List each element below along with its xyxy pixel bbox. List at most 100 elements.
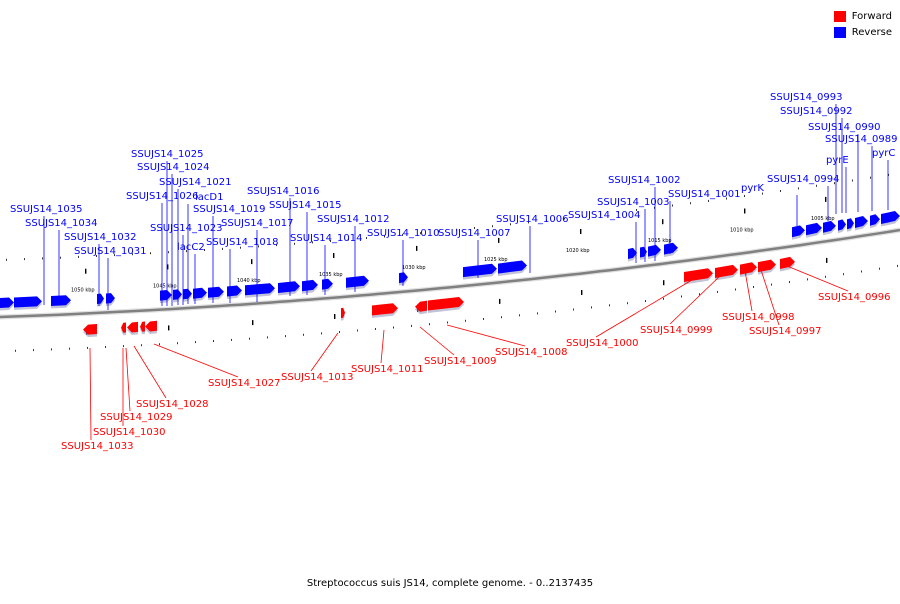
forward-gene-arrow bbox=[140, 321, 145, 332]
minor-tick-top bbox=[780, 190, 781, 192]
scale-label: 1030 kbp bbox=[402, 265, 426, 271]
reverse-gene-arrow bbox=[838, 219, 846, 231]
minor-tick-bottom bbox=[447, 321, 448, 324]
forward-gene-label: SSUJS14_0997 bbox=[749, 326, 822, 337]
scale-label: 1025 kbp bbox=[484, 257, 508, 263]
minor-tick-top bbox=[60, 256, 61, 259]
forward-gene-label: SSUJS14_0996 bbox=[818, 292, 891, 303]
minor-tick-top bbox=[96, 255, 97, 257]
minor-tick-bottom bbox=[645, 300, 646, 302]
reverse-gene-label: SSUJS14_1032 bbox=[64, 232, 137, 243]
major-tick-top bbox=[416, 245, 418, 251]
minor-tick-bottom bbox=[321, 332, 322, 335]
minor-tick-top bbox=[888, 173, 889, 176]
legend: Forward Reverse bbox=[833, 9, 892, 41]
major-tick-top bbox=[251, 259, 253, 265]
minor-tick-top bbox=[132, 253, 133, 256]
forward-gene-label: SSUJS14_0999 bbox=[640, 325, 713, 336]
minor-tick-top bbox=[384, 235, 385, 238]
reverse-gene-arrow bbox=[664, 242, 678, 255]
forward-gene-leader bbox=[133, 345, 167, 399]
minor-tick-top bbox=[312, 241, 313, 244]
major-tick-bottom bbox=[168, 325, 170, 331]
forward-gene-label: SSUJS14_1029 bbox=[100, 412, 173, 423]
minor-tick-bottom bbox=[771, 283, 772, 286]
forward-gene-label: SSUJS14_1033 bbox=[61, 441, 134, 452]
reverse-gene-arrow bbox=[823, 220, 836, 233]
reverse-gene-label: SSUJS14_1003 bbox=[597, 197, 670, 208]
reverse-gene-label: lacD1 bbox=[195, 192, 223, 203]
minor-tick-top bbox=[168, 251, 169, 254]
forward-gene-label: SSUJS14_1000 bbox=[566, 338, 639, 349]
forward-gene-label: SSUJS14_1009 bbox=[424, 356, 497, 367]
forward-gene-arrow bbox=[83, 324, 97, 335]
minor-tick-top bbox=[330, 240, 331, 242]
major-tick-top bbox=[167, 264, 169, 270]
minor-tick-bottom bbox=[609, 304, 610, 307]
reverse-swatch bbox=[833, 27, 846, 38]
forward-gene-arrow bbox=[758, 259, 776, 273]
reverse-gene-label: pyrC bbox=[872, 148, 895, 159]
forward-gene-arrow bbox=[415, 300, 427, 312]
reverse-gene-label: SSUJS14_0994 bbox=[767, 174, 840, 185]
forward-gene-leader bbox=[89, 347, 92, 441]
minor-tick-bottom bbox=[717, 290, 718, 293]
forward-gene-label: SSUJS14_1008 bbox=[495, 347, 568, 358]
minor-tick-top bbox=[582, 215, 583, 218]
reverse-gene-arrow bbox=[855, 216, 868, 228]
minor-tick-bottom bbox=[249, 337, 250, 340]
forward-gene-label: SSUJS14_1027 bbox=[208, 378, 281, 389]
minor-tick-bottom bbox=[177, 342, 178, 345]
minor-tick-top bbox=[258, 245, 259, 248]
reverse-gene-label: SSUJS14_0993 bbox=[770, 92, 843, 103]
minor-tick-bottom bbox=[753, 286, 754, 288]
reverse-gene-arrow bbox=[0, 297, 14, 308]
forward-gene-label: SSUJS14_1013 bbox=[281, 372, 354, 383]
major-tick-top bbox=[580, 229, 582, 234]
minor-tick-top bbox=[294, 242, 295, 245]
reverse-gene-label: SSUJS14_1025 bbox=[131, 149, 204, 160]
forward-gene-arrow bbox=[372, 303, 398, 316]
reverse-gene-label: SSUJS14_0989 bbox=[825, 134, 898, 145]
minor-tick-bottom bbox=[393, 326, 394, 329]
minor-tick-bottom bbox=[195, 341, 196, 344]
minor-tick-top bbox=[816, 184, 817, 187]
reverse-gene-arrow bbox=[302, 279, 318, 292]
reverse-gene-arrow bbox=[245, 283, 275, 296]
minor-tick-top bbox=[690, 202, 691, 205]
minor-tick-bottom bbox=[15, 349, 16, 352]
minor-tick-bottom bbox=[285, 335, 286, 338]
forward-gene-leader bbox=[669, 275, 721, 325]
reverse-gene-label: SSUJS14_1014 bbox=[290, 233, 363, 244]
reverse-gene-label: pyrK bbox=[741, 183, 764, 194]
minor-tick-top bbox=[870, 176, 871, 179]
forward-gene-label: SSUJS14_1011 bbox=[351, 364, 424, 375]
minor-tick-bottom bbox=[897, 264, 898, 267]
reverse-gene-label: SSUJS14_1004 bbox=[568, 210, 641, 221]
reverse-gene-label: SSUJS14_1026 bbox=[126, 191, 199, 202]
major-tick-bottom bbox=[581, 290, 583, 295]
forward-gene-arrow bbox=[145, 320, 157, 332]
forward-gene-label: SSUJS14_1030 bbox=[93, 427, 166, 438]
minor-tick-top bbox=[204, 249, 205, 251]
reverse-gene-label: SSUJS14_1035 bbox=[10, 204, 83, 215]
minor-tick-top bbox=[708, 199, 709, 202]
forward-gene-leader bbox=[380, 329, 385, 364]
genome-backbone bbox=[0, 228, 900, 319]
scale-label: 1015 kbp bbox=[648, 238, 672, 244]
minor-tick-top bbox=[762, 192, 763, 195]
forward-gene-leader bbox=[153, 343, 239, 378]
forward-gene-leader bbox=[760, 269, 780, 326]
major-tick-bottom bbox=[499, 298, 501, 304]
reverse-gene-label: SSUJS14_0990 bbox=[808, 122, 881, 133]
reverse-gene-label: SSUJS14_1006 bbox=[496, 214, 569, 225]
minor-tick-top bbox=[564, 217, 565, 220]
minor-tick-bottom bbox=[537, 312, 538, 315]
major-tick-bottom bbox=[334, 314, 336, 319]
legend-reverse-label: Reverse bbox=[851, 27, 892, 38]
minor-tick-bottom bbox=[411, 324, 412, 327]
scale-label: 1010 kbp bbox=[730, 228, 754, 234]
reverse-gene-arrow bbox=[278, 281, 300, 293]
minor-tick-bottom bbox=[51, 348, 52, 351]
minor-tick-bottom bbox=[483, 318, 484, 320]
